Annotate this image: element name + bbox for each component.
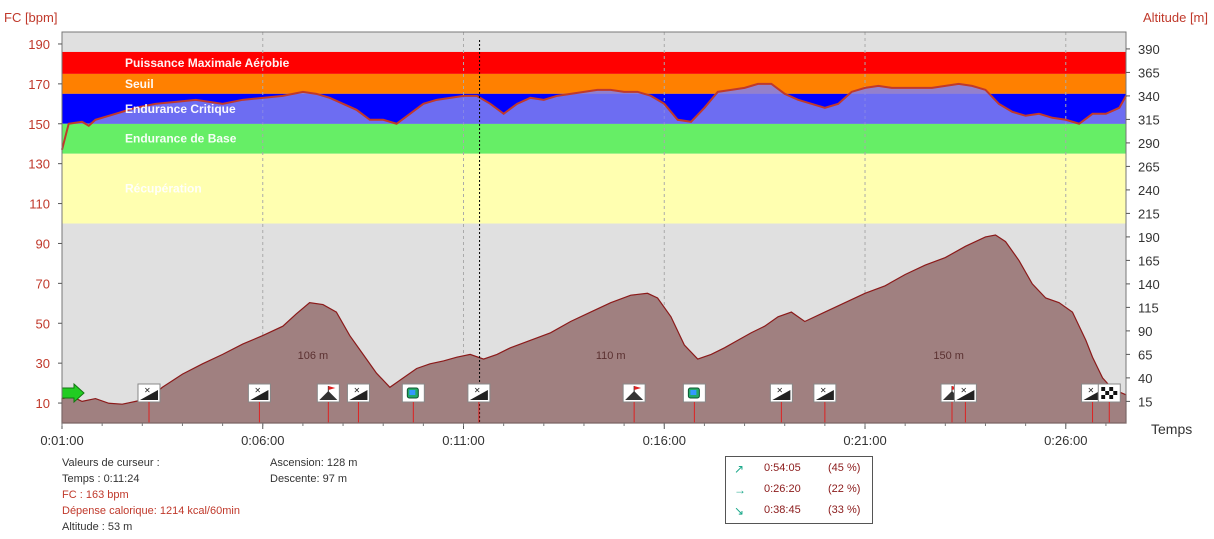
x-tick-label-3: 0:16:00 <box>643 433 686 448</box>
right-tick-label-1: 40 <box>1138 371 1152 386</box>
altitude-area <box>61 234 1127 424</box>
zone-label-0: Puissance Maximale Aérobie <box>125 56 290 70</box>
cursor-calories: Dépense calorique: 1214 kcal/60min <box>62 505 240 517</box>
right-tick-label-13: 340 <box>1138 89 1160 104</box>
climb-marker-icon[interactable]: ✕ <box>346 383 370 403</box>
right-tick-label-15: 390 <box>1138 42 1160 57</box>
left-tick-label-4: 90 <box>36 236 50 251</box>
left-axis-title: FC [bpm] <box>4 10 58 25</box>
svg-text:✕: ✕ <box>820 386 827 395</box>
x-tick-label-5: 0:26:00 <box>1044 433 1087 448</box>
left-tick-label-9: 190 <box>28 37 50 52</box>
left-tick-label-1: 30 <box>36 356 50 371</box>
left-tick-label-3: 70 <box>36 276 50 291</box>
plot-border <box>61 31 1127 424</box>
finish-flag-marker-icon[interactable] <box>1097 383 1121 403</box>
uphill-arrow-icon: ↗ <box>734 462 745 476</box>
right-tick-label-14: 365 <box>1138 65 1160 80</box>
terrain-row-downhill: ↘ 0:38:45 (33 %) <box>726 504 872 522</box>
left-tick-label-8: 170 <box>28 77 50 92</box>
zone-label-3: Endurance de Base <box>125 132 237 146</box>
summit-flag-marker-icon[interactable] <box>622 383 646 403</box>
zone-label-1: Seuil <box>125 77 154 91</box>
downhill-time: 0:38:45 <box>764 504 801 516</box>
left-tick-label-0: 10 <box>36 396 50 411</box>
cursor-altitude: Altitude : 53 m <box>62 521 133 533</box>
right-tick-label-7: 190 <box>1138 230 1160 245</box>
right-tick-label-12: 315 <box>1138 112 1160 127</box>
terrain-row-flat: → 0:26:20 (22 %) <box>726 483 872 501</box>
right-tick-label-4: 115 <box>1138 300 1159 315</box>
start-arrow-marker-icon[interactable] <box>61 382 85 404</box>
right-tick-label-0: 15 <box>1138 394 1152 409</box>
flat-time: 0:26:20 <box>764 483 801 495</box>
climb-marker-icon[interactable]: ✕ <box>813 383 837 403</box>
downhill-arrow-icon: ↘ <box>734 504 745 518</box>
hr-area-fill <box>62 83 1126 124</box>
x-tick-label-0: 0:01:00 <box>40 433 83 448</box>
cursor-values-heading: Valeurs de curseur : <box>62 457 160 469</box>
climb-marker-icon[interactable]: ✕ <box>467 383 491 403</box>
summit-flag-marker-icon[interactable] <box>316 383 340 403</box>
zone-band-3 <box>62 123 1126 154</box>
climb-marker-icon[interactable]: ✕ <box>137 383 161 403</box>
right-tick-label-6: 165 <box>1138 253 1160 268</box>
refuel-marker-icon[interactable] <box>401 383 425 403</box>
svg-text:✕: ✕ <box>474 386 481 395</box>
zone-band-4 <box>62 153 1126 224</box>
x-axis-title: Temps <box>1151 421 1193 437</box>
right-axis-title: Altitude [m] <box>1142 10 1208 25</box>
totals-panel: Ascension: 128 m Descente: 97 m <box>270 455 357 487</box>
x-tick-label-4: 0:21:00 <box>843 433 886 448</box>
cursor-values-panel: Valeurs de curseur : Temps : 0:11:24 FC … <box>62 455 240 535</box>
total-descent: Descente: 97 m <box>270 473 348 485</box>
flat-arrow-icon: → <box>734 483 746 497</box>
left-tick-label-2: 50 <box>36 316 50 331</box>
zone-label-2: Endurance Critique <box>125 102 236 116</box>
zone-band-0 <box>62 51 1126 74</box>
flat-pct: (22 %) <box>828 483 861 495</box>
left-tick-label-7: 150 <box>28 117 50 132</box>
x-tick-label-2: 0:11:00 <box>442 433 484 448</box>
left-tick-label-6: 130 <box>28 157 50 172</box>
right-tick-label-5: 140 <box>1138 277 1160 292</box>
right-tick-label-3: 90 <box>1138 324 1152 339</box>
right-tick-label-10: 265 <box>1138 159 1160 174</box>
segment-gain-label-0: 106 m <box>298 350 329 362</box>
svg-text:✕: ✕ <box>776 386 783 395</box>
uphill-pct: (45 %) <box>828 462 861 474</box>
right-tick-label-2: 65 <box>1138 347 1152 362</box>
svg-text:✕: ✕ <box>353 386 360 395</box>
uphill-time: 0:54:05 <box>764 462 801 474</box>
right-tick-label-11: 290 <box>1138 136 1160 151</box>
terrain-split-box: ↗ 0:54:05 (45 %) → 0:26:20 (22 %) ↘ 0:38… <box>725 456 873 524</box>
hr-line <box>61 82 1127 150</box>
cursor-time: Temps : 0:11:24 <box>62 473 140 485</box>
refuel-marker-icon[interactable] <box>682 383 706 403</box>
cursor-hr: FC : 163 bpm <box>62 489 129 501</box>
svg-text:✕: ✕ <box>1088 386 1095 395</box>
segment-gain-label-2: 150 m <box>933 350 964 362</box>
svg-text:✕: ✕ <box>254 386 261 395</box>
zone-label-4: Récupération <box>125 182 202 196</box>
svg-text:✕: ✕ <box>144 386 151 395</box>
x-tick-label-1: 0:06:00 <box>241 433 284 448</box>
climb-marker-icon[interactable]: ✕ <box>953 383 977 403</box>
svg-text:✕: ✕ <box>960 386 967 395</box>
right-tick-label-8: 215 <box>1138 206 1160 221</box>
segment-gain-label-1: 110 m <box>596 350 626 362</box>
right-tick-label-9: 240 <box>1138 183 1160 198</box>
downhill-pct: (33 %) <box>828 504 861 516</box>
terrain-row-uphill: ↗ 0:54:05 (45 %) <box>726 462 872 480</box>
left-tick-label-5: 110 <box>29 197 50 212</box>
climb-marker-icon[interactable]: ✕ <box>769 383 793 403</box>
total-ascent: Ascension: 128 m <box>270 457 358 469</box>
climb-marker-icon[interactable]: ✕ <box>247 383 271 403</box>
